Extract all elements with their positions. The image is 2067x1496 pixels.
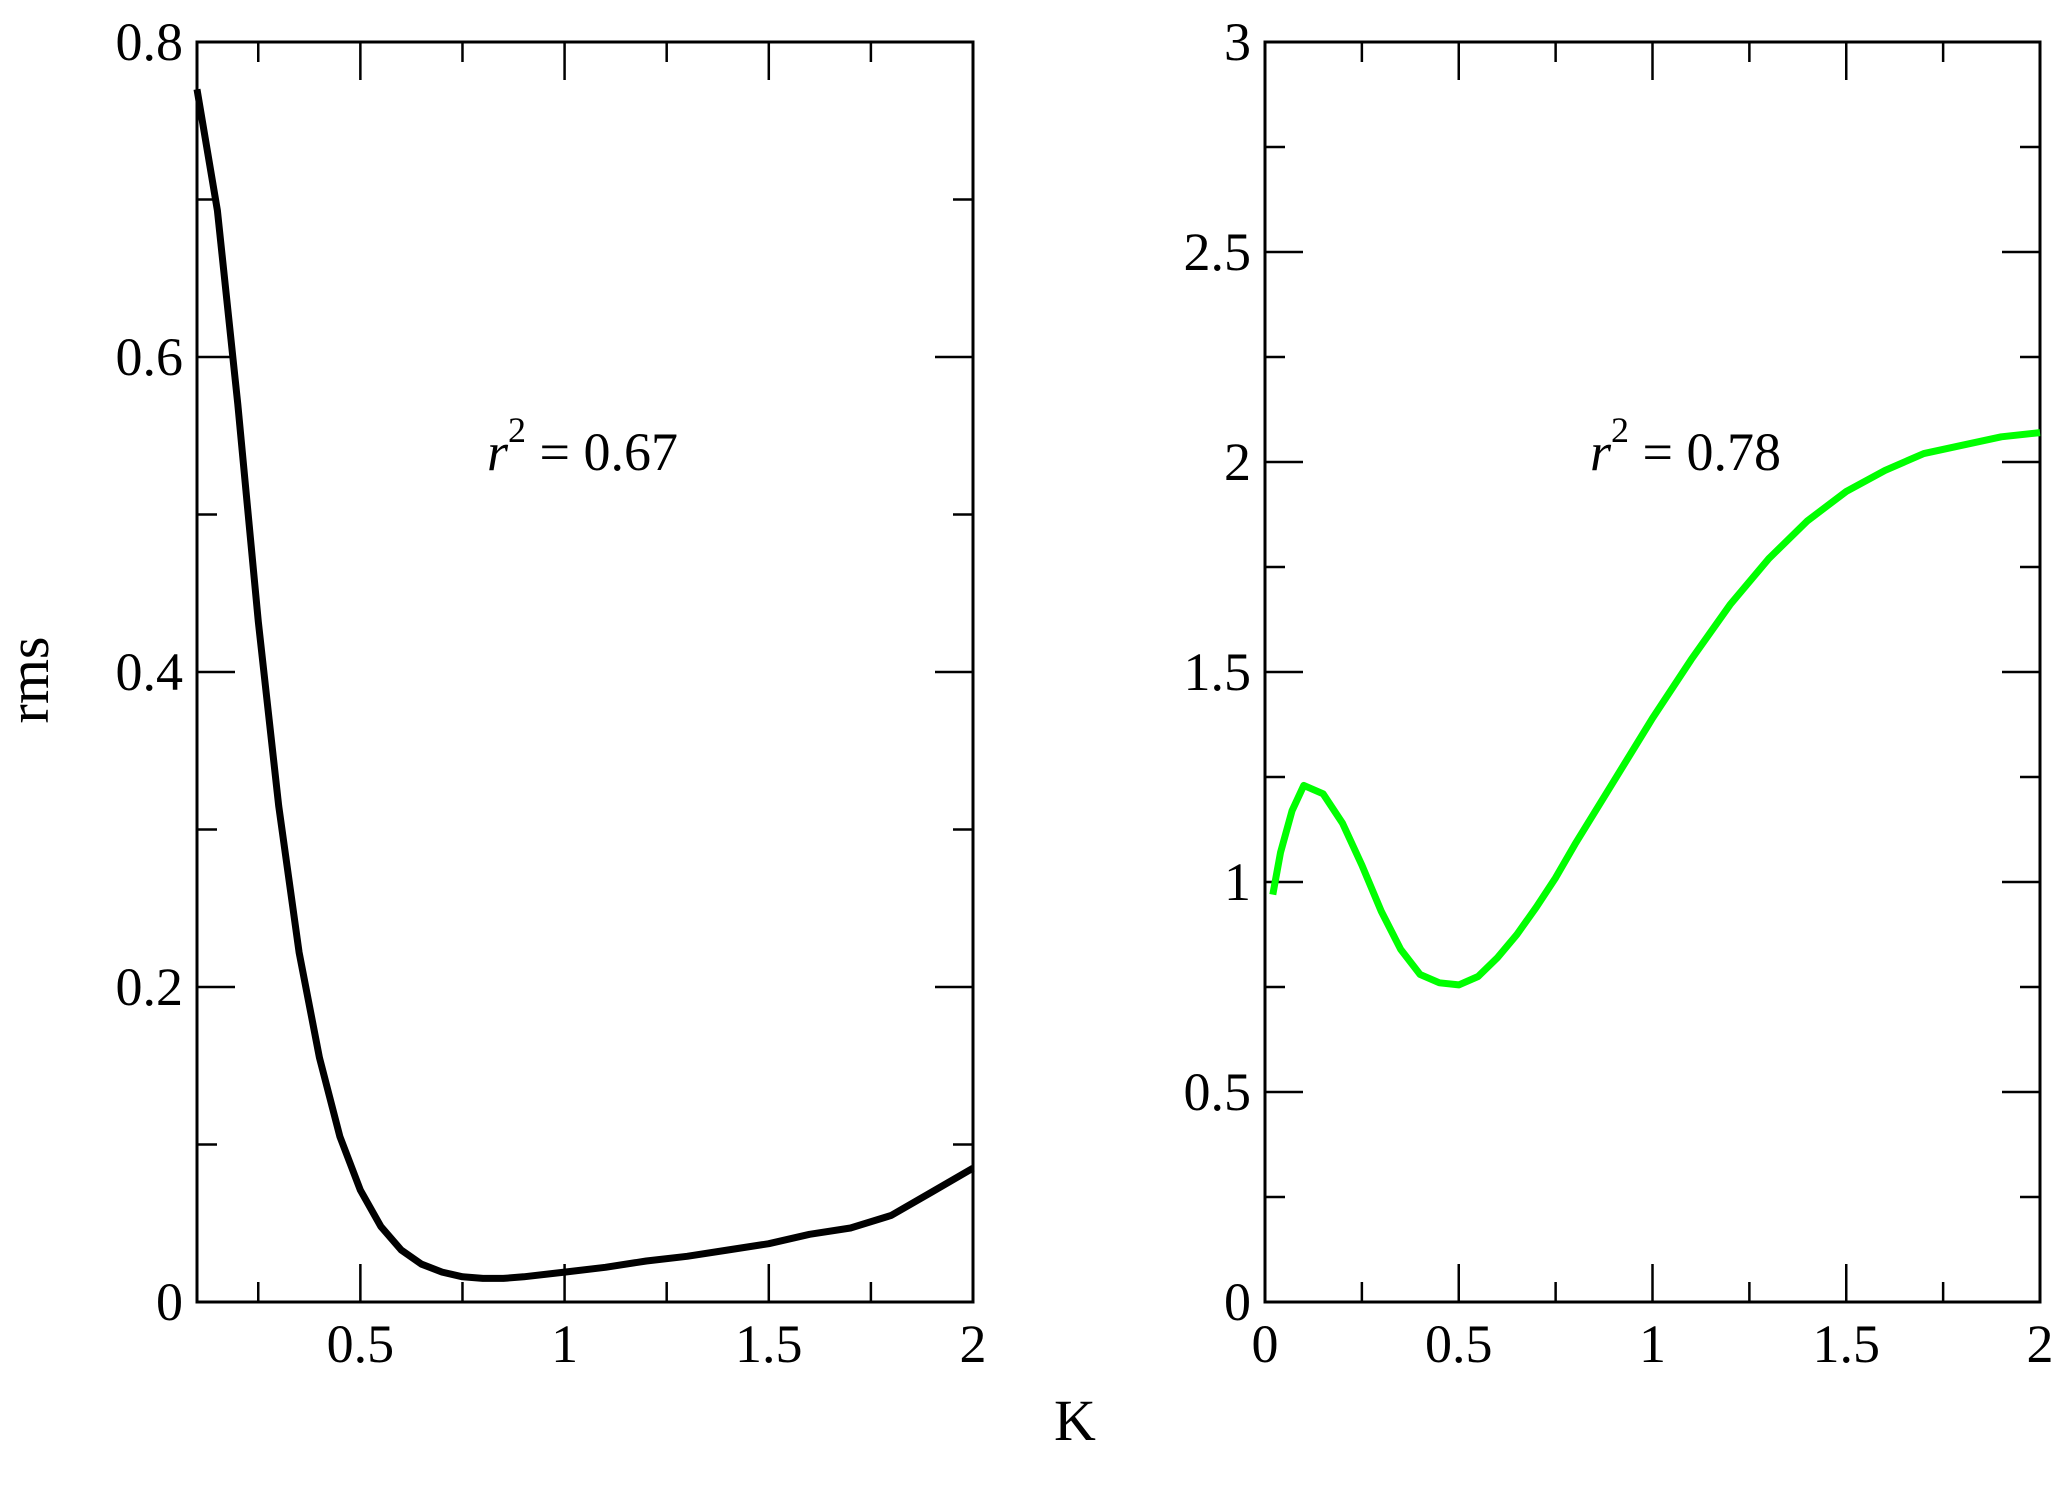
x-tick-label: 1 [551, 1314, 578, 1374]
x-tick-label: 2 [2027, 1314, 2054, 1374]
y-tick-label: 2.5 [1184, 222, 1252, 282]
x-tick-label: 1.5 [735, 1314, 803, 1374]
r-squared-annotation: r2 = 0.78 [1590, 410, 1781, 482]
x-tick-label: 0.5 [327, 1314, 395, 1374]
y-tick-label: 0.6 [116, 327, 184, 387]
y-tick-label: 0.8 [116, 12, 184, 72]
y-tick-label: 0.4 [116, 642, 184, 702]
plot-frame [195, 40, 975, 1304]
y-tick-label: 2 [1224, 432, 1251, 492]
x-tick-label: 1.5 [1813, 1314, 1881, 1374]
y-tick-label: 0 [156, 1272, 183, 1332]
y-tick-label: 0.2 [116, 957, 184, 1017]
y-tick-label: 1.5 [1184, 642, 1252, 702]
x-tick-label: 0 [1252, 1314, 1279, 1374]
y-axis-title: rms [0, 637, 61, 724]
x-axis-title: K [1054, 1388, 1096, 1453]
r-squared-annotation: r2 = 0.67 [487, 410, 678, 482]
plot-frame [1263, 40, 2042, 1304]
y-tick-label: 3 [1224, 12, 1251, 72]
y-tick-label: 0 [1224, 1272, 1251, 1332]
series-line [1269, 429, 2041, 989]
x-tick-label: 2 [960, 1314, 987, 1374]
x-tick-label: 1 [1639, 1314, 1666, 1374]
y-tick-label: 1 [1224, 852, 1251, 912]
x-tick-label: 0.5 [1425, 1314, 1493, 1374]
left-panel-rms: 0 0.2 0.4 0.6 0.8 0.5 1 1.5 2 r2 = 0.67 [116, 12, 987, 1374]
y-tick-label: 0.5 [1184, 1062, 1252, 1122]
series-line [193, 88, 975, 1282]
right-panel: 0 0.5 1 1.5 2 2.5 3 0 0.5 1 1.5 2 r2 = 0.78 [1184, 12, 2054, 1374]
